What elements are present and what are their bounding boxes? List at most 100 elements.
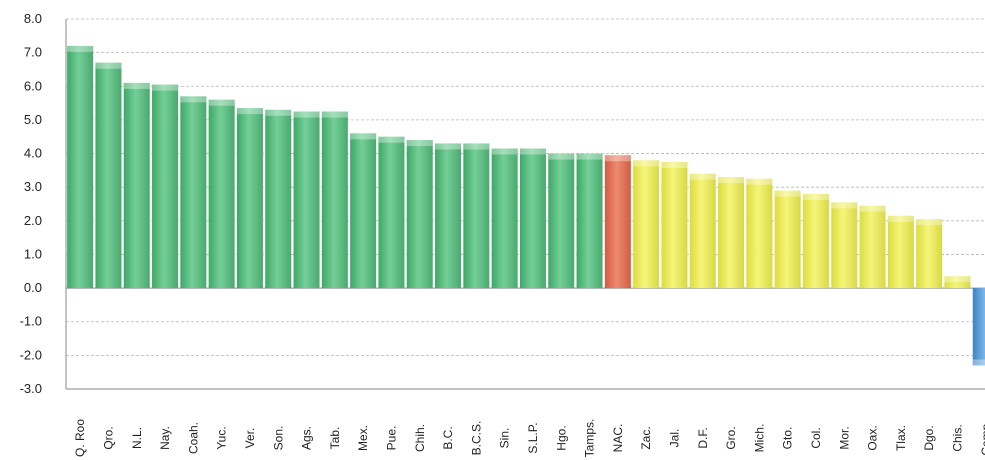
bar-cap bbox=[519, 148, 546, 155]
bar-body bbox=[435, 143, 462, 289]
bar-body bbox=[321, 111, 348, 289]
bar-cap bbox=[802, 193, 829, 200]
y-tick-label: 4.0 bbox=[24, 146, 42, 161]
x-tick-label: Gro. bbox=[724, 426, 738, 449]
bar-below-national bbox=[802, 193, 829, 289]
y-tick-label: 8.0 bbox=[24, 11, 42, 26]
bar-cap bbox=[718, 177, 745, 184]
x-tick-label: Yuc. bbox=[215, 426, 229, 449]
y-tick-label: 1.0 bbox=[24, 246, 42, 261]
y-tick-label: 5.0 bbox=[24, 112, 42, 127]
bar-body bbox=[576, 153, 603, 289]
x-tick-label: Tlax. bbox=[894, 425, 908, 451]
x-tick-label: Q. Roo bbox=[73, 419, 87, 457]
bar-cap bbox=[378, 136, 405, 143]
bar-above-national bbox=[67, 45, 94, 289]
bar-body bbox=[633, 160, 660, 289]
bar-below-national bbox=[887, 215, 914, 289]
bar-cap bbox=[321, 111, 348, 118]
bars bbox=[67, 45, 985, 366]
x-tick-label: Chis. bbox=[950, 424, 964, 451]
x-tick-label: B.C. bbox=[441, 426, 455, 449]
bar-below-national bbox=[661, 161, 688, 289]
x-tick-label: Dgo. bbox=[922, 425, 936, 450]
bar-body bbox=[604, 155, 631, 289]
bar-cap bbox=[350, 133, 377, 140]
x-tick-label: Tab. bbox=[328, 427, 342, 450]
bar-cap bbox=[633, 160, 660, 167]
x-tick-label: NAC. bbox=[611, 424, 625, 453]
bar-above-national bbox=[236, 108, 263, 289]
bar-below-national bbox=[633, 160, 660, 289]
bar-national bbox=[604, 155, 631, 289]
bar-body bbox=[718, 177, 745, 289]
x-tick-label: Zac. bbox=[639, 426, 653, 449]
y-tick-label: 2.0 bbox=[24, 213, 42, 228]
y-tick-label: 0.0 bbox=[24, 280, 42, 295]
bar-body bbox=[236, 108, 263, 289]
bar-above-national bbox=[293, 111, 320, 289]
x-tick-label: Gto. bbox=[781, 427, 795, 450]
bar-below-national bbox=[774, 190, 801, 289]
bar-body bbox=[972, 288, 985, 366]
x-tick-label: Hgo. bbox=[554, 425, 568, 450]
x-tick-label: Qro. bbox=[101, 426, 115, 449]
bar-body bbox=[67, 45, 94, 289]
bar-above-national bbox=[406, 140, 433, 289]
bar-body bbox=[378, 136, 405, 289]
bar-above-national bbox=[519, 148, 546, 289]
bar-above-national bbox=[435, 143, 462, 289]
bar-below-national bbox=[831, 202, 858, 289]
bar-body bbox=[293, 111, 320, 289]
bar-above-national bbox=[152, 84, 179, 289]
bar-cap bbox=[293, 111, 320, 118]
y-tick-labels: 8.0 7.0 6.0 5.0 4.0 3.0 2.0 1.0 0.0 -1.0 -2.0 -3.0 bbox=[20, 11, 42, 396]
x-tick-label: Sin. bbox=[498, 428, 512, 449]
x-tick-label: Tamps. bbox=[583, 419, 597, 458]
x-tick-label: N.L. bbox=[130, 427, 144, 449]
x-tick-label: Coah. bbox=[186, 422, 200, 454]
x-tick-labels: Q. Roo Qro. N.L. Nay. Coah. Yuc. Ver. Son. Ags. T… bbox=[73, 419, 985, 458]
bar-cap bbox=[67, 45, 94, 52]
bar-above-national bbox=[576, 153, 603, 289]
bar-cap bbox=[944, 276, 971, 283]
y-tick-label: 6.0 bbox=[24, 78, 42, 93]
bar-body bbox=[859, 205, 886, 289]
bar-cap bbox=[406, 140, 433, 147]
bar-body bbox=[95, 62, 122, 289]
bar-below-national bbox=[718, 177, 745, 289]
bar-cap bbox=[831, 202, 858, 209]
bar-above-national bbox=[180, 96, 207, 289]
bar-cap bbox=[661, 161, 688, 168]
bar-body bbox=[802, 193, 829, 289]
bar-cap bbox=[689, 173, 716, 180]
bar-below-national bbox=[916, 219, 943, 289]
bar-cap bbox=[123, 82, 150, 89]
bar-above-national bbox=[463, 143, 490, 289]
bar-cap bbox=[774, 190, 801, 197]
y-tick-label: 7.0 bbox=[24, 45, 42, 60]
bar-body bbox=[463, 143, 490, 289]
x-tick-label: Mich. bbox=[752, 424, 766, 453]
y-tick-label: -3.0 bbox=[20, 381, 42, 396]
x-tick-label: S.L.P. bbox=[526, 422, 540, 453]
bar-body bbox=[548, 153, 575, 289]
x-tick-label: Son. bbox=[271, 426, 285, 451]
bar-above-national bbox=[208, 99, 235, 289]
x-tick-label: D.F. bbox=[696, 427, 710, 448]
bar-above-national bbox=[95, 62, 122, 289]
bar-cap bbox=[265, 109, 292, 116]
bar-body bbox=[689, 173, 716, 289]
bar-body bbox=[406, 140, 433, 289]
bar-cap bbox=[435, 143, 462, 150]
bar-above-national bbox=[321, 111, 348, 289]
bar-cap bbox=[746, 178, 773, 185]
bar-body bbox=[180, 96, 207, 289]
x-tick-label: Col. bbox=[809, 427, 823, 448]
bar-below-national bbox=[746, 178, 773, 289]
y-tick-label: -2.0 bbox=[20, 347, 42, 362]
bar-cap bbox=[859, 205, 886, 212]
bar-above-national bbox=[378, 136, 405, 289]
